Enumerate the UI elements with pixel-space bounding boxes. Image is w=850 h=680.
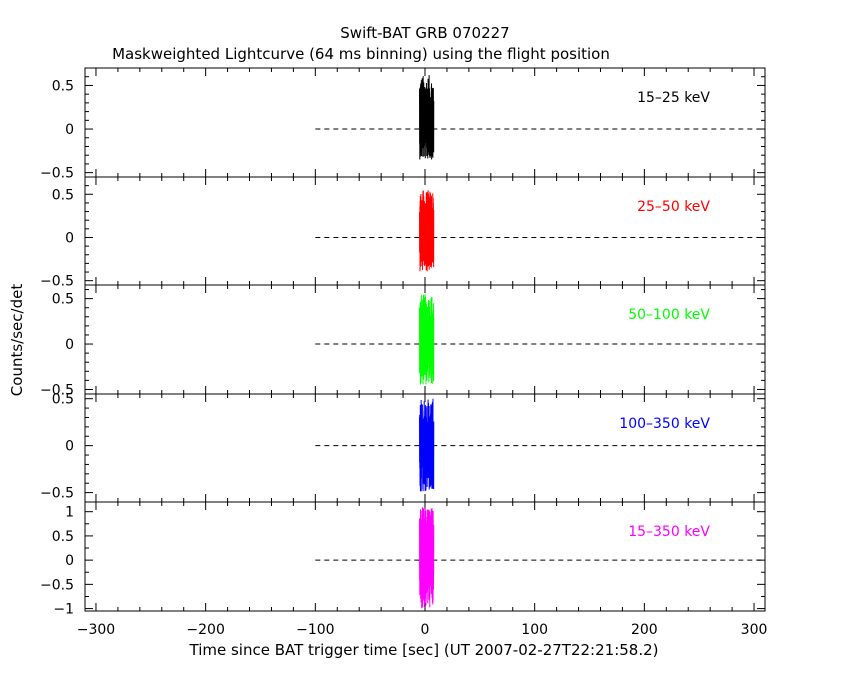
y-tick-label: 0: [65, 122, 74, 138]
lightcurve-trace: [419, 75, 435, 160]
y-tick-label: −0.5: [40, 274, 74, 290]
y-tick-label: 1: [65, 505, 74, 521]
y-tick-label: 0: [65, 230, 74, 246]
x-axis-tick-labels: −300 −200 −100 0 100 200 300: [77, 622, 768, 638]
y-tick-label: 0: [65, 337, 74, 353]
y-axis-label: Counts/sec/det: [8, 284, 26, 397]
x-tick-label: 0: [421, 622, 430, 638]
y-tick-label: −0.5: [40, 382, 74, 398]
band-label: 100–350 keV: [619, 416, 710, 432]
x-tick-label: 100: [521, 622, 548, 638]
y-tick-label: 0.5: [52, 78, 74, 94]
x-tick-label: −200: [186, 622, 224, 638]
band-label: 25–50 keV: [637, 199, 710, 215]
y-tick-label: 0.5: [52, 292, 74, 308]
x-tick-label: 200: [631, 622, 658, 638]
y-tick-label: −0.5: [40, 166, 74, 182]
lightcurve-trace: [419, 398, 435, 492]
band-label: 50–100 keV: [628, 307, 710, 323]
x-tick-label: −100: [296, 622, 334, 638]
lightcurve-trace: [419, 190, 435, 272]
band-label: 15–350 keV: [628, 524, 710, 540]
y-tick-label: −0.5: [40, 577, 74, 593]
y-tick-label: 0.5: [52, 529, 74, 545]
panel-3: −0.5 0 0.5 50–100 keV: [40, 284, 766, 398]
x-axis-label: Time since BAT trigger time [sec] (UT 20…: [189, 641, 659, 659]
x-tick-label: 300: [741, 622, 768, 638]
y-tick-label: 0: [65, 553, 74, 569]
panel-1: −0.5 0 0.5 15–25 keV: [40, 67, 766, 182]
band-label: 15–25 keV: [637, 90, 710, 106]
lightcurve-trace: [419, 507, 435, 609]
panel-2: −0.5 0 0.5 25–50 keV: [40, 176, 766, 290]
y-tick-label: −1: [53, 602, 74, 618]
panels-group: −0.5 0 0.5 15–25 keV −0.5 0 0.5 25–50 keV −0.5 0 0…: [40, 67, 766, 618]
panel-4: −0.5 0 0.5 100–350 keV: [40, 392, 766, 503]
chart-subtitle: Maskweighted Lightcurve (64 ms binning) …: [112, 45, 610, 63]
panel-5: −1 −0.5 0 0.5 1 15–350 keV: [40, 501, 766, 618]
chart-title: Swift-BAT GRB 070227: [340, 24, 509, 42]
y-tick-label: 0.5: [52, 187, 74, 203]
y-tick-label: 0.5: [52, 392, 74, 408]
y-tick-label: 0: [65, 439, 74, 455]
y-tick-label: −0.5: [40, 486, 74, 502]
lightcurve-trace: [419, 294, 435, 385]
x-tick-label: −300: [77, 622, 115, 638]
